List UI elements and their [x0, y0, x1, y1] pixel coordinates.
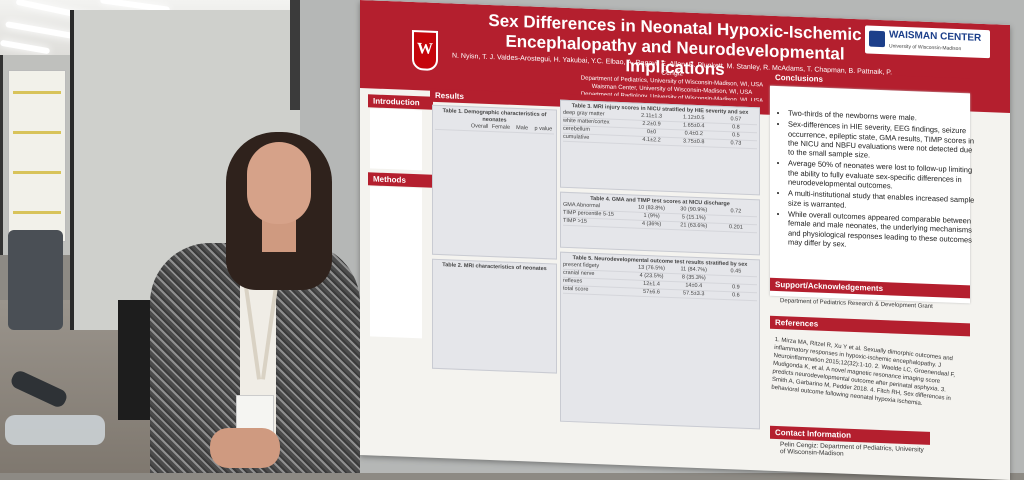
references-text: 1. Mirza MA, Ritzel R, Xu Y et al. Sexua… [771, 336, 956, 408]
conclusions-list: Two-thirds of the newborns were male. Se… [778, 108, 978, 256]
university-crest-logo: W [412, 29, 438, 71]
presenter-face [247, 142, 311, 224]
presenter-hands [210, 428, 280, 468]
table-gma-timp: Table 4. GMA and TIMP test scores at NIC… [560, 191, 760, 256]
list-item: Average 50% of neonates were lost to fol… [788, 159, 978, 194]
table-caption: Table 2. MRI characteristics of neonates [442, 262, 547, 273]
far-poster [8, 70, 66, 242]
list-item: Sex-differences in HIE severity, EEG fin… [788, 120, 978, 164]
section-methods: Methods [368, 172, 433, 188]
center-name: WAISMAN CENTER [889, 29, 982, 44]
table-mri-characteristics: Table 2. MRI characteristics of neonates [432, 258, 557, 374]
center-subtitle: University of Wisconsin-Madison [889, 43, 962, 53]
ceiling-light [0, 39, 51, 55]
waisman-center-logo: WAISMAN CENTER University of Wisconsin-M… [865, 25, 990, 59]
table-neurodevelopmental-outcomes: Table 5. Neurodevelopmental outcome test… [560, 251, 760, 430]
methods-text [370, 186, 422, 339]
waisman-icon [869, 30, 885, 48]
plastic-bag [5, 415, 105, 445]
table-demographics: Table 1. Demographic characteristics of … [432, 104, 557, 260]
bystander-legs [8, 230, 63, 330]
section-introduction: Introduction [368, 94, 433, 110]
bystander-legs [118, 300, 153, 420]
contact-text: Pelin Cengiz: Department of Pediatrics, … [780, 441, 924, 458]
introduction-text [370, 108, 422, 171]
research-poster: W Sex Differences in Neonatal Hypoxic-Is… [360, 0, 1010, 480]
list-item: While overall outcomes appeared comparab… [788, 209, 978, 253]
section-references: References [770, 315, 970, 337]
table-mri-injury-scores: Table 3. MRI injury scores in NICU strat… [560, 99, 760, 196]
